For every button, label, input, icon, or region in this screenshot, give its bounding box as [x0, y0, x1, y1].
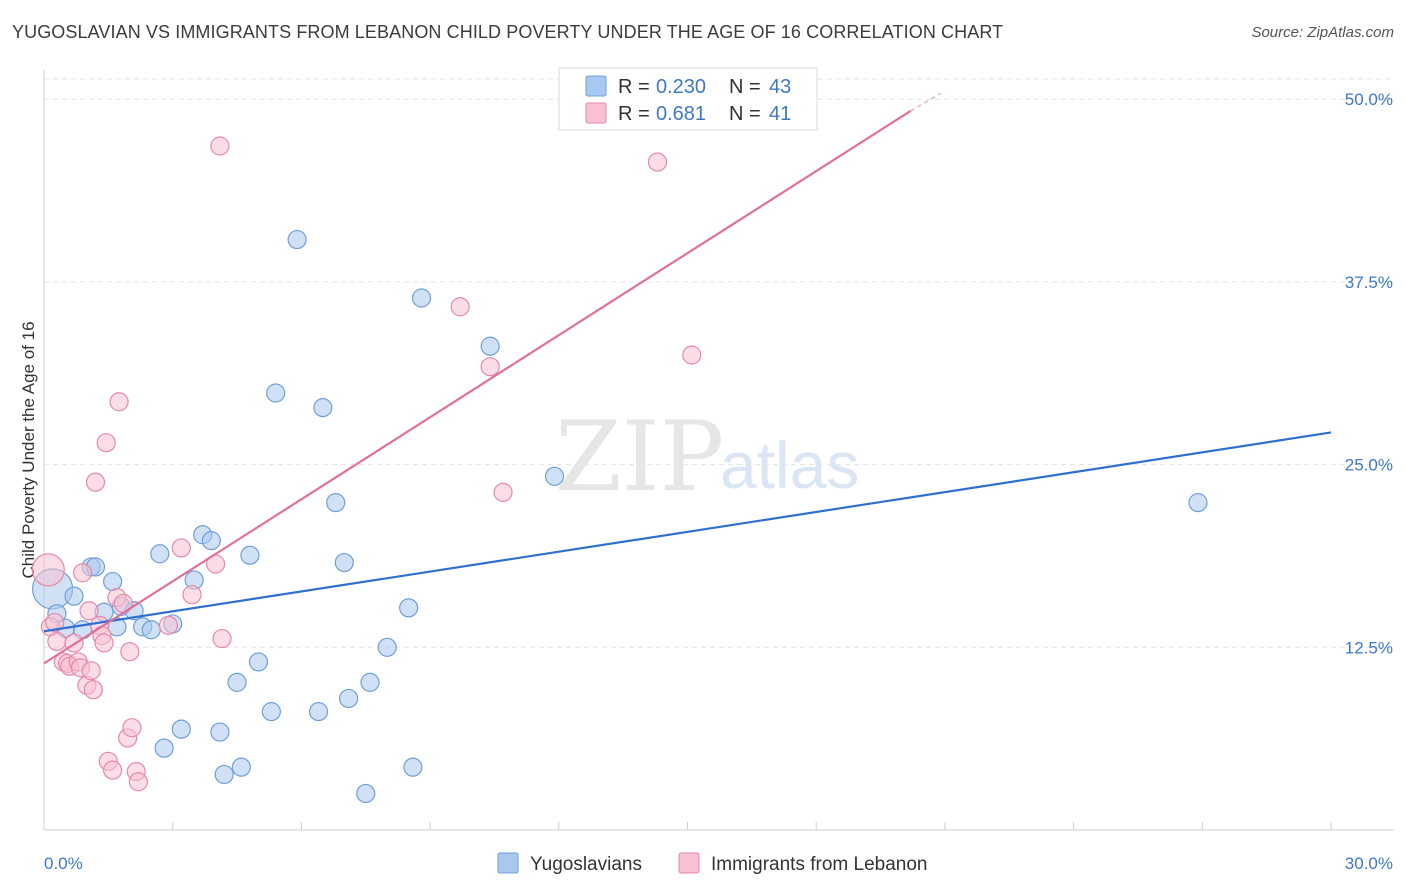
yugoslavian-point	[261, 702, 281, 722]
lebanon-point	[81, 661, 101, 681]
lebanon-point	[210, 136, 230, 156]
lebanon-point	[85, 472, 106, 492]
yugoslavian-point	[240, 545, 260, 565]
watermark-atlas: atlas	[720, 428, 859, 502]
yugoslavian-point	[308, 702, 329, 722]
y-tick-labels: 12.5% 25.0% 37.5% 50.0%	[1345, 90, 1393, 657]
legend-r-value: 0.230	[656, 76, 706, 98]
lebanon-point	[493, 482, 513, 502]
y-tick-label: 25.0%	[1345, 456, 1393, 475]
yugoslavian-point	[1188, 493, 1208, 513]
bottom-legend-swatch-yugoslavians	[497, 852, 519, 874]
legend-r-label: R =	[618, 103, 650, 125]
legend-box: R = 0.230 N = 43 R = 0.681 N = 41	[558, 67, 818, 131]
lebanon-point	[103, 760, 123, 780]
lebanon-point	[128, 772, 148, 792]
yugoslavian-point	[403, 757, 423, 777]
legend-n-label: N =	[729, 103, 761, 125]
watermark: ZIP atlas	[555, 401, 859, 513]
yugoslavian-point	[227, 672, 247, 692]
yugoslavian-point	[480, 336, 500, 356]
lebanon-point	[682, 345, 702, 365]
yugoslavian-point	[214, 764, 234, 785]
yugoslavian-point	[411, 288, 432, 308]
yugoslavian-point	[103, 571, 123, 592]
lebanon-point	[79, 601, 99, 621]
legend-swatch-yugoslavians	[585, 75, 607, 97]
lebanon-trend-line	[43, 109, 912, 665]
source-label: Source: ZipAtlas.com	[1251, 24, 1394, 41]
lebanon-point	[31, 553, 65, 587]
yugoslavian-point	[231, 757, 251, 777]
yugoslavian-point	[201, 531, 221, 551]
yugoslavian-point	[356, 783, 376, 804]
yugoslavian-point	[64, 586, 84, 606]
yugoslavian-point	[154, 738, 174, 758]
yugoslavian-point	[171, 719, 191, 739]
yugoslavian-point	[150, 544, 170, 564]
x-tick-label: 0.0%	[44, 854, 83, 873]
lebanon-point	[212, 628, 232, 649]
yugoslavian-point	[334, 552, 354, 573]
legend-n-value: 43	[769, 76, 791, 98]
lebanon-point	[450, 297, 470, 317]
x-tick-labels: 0.0% 30.0%	[44, 854, 1393, 873]
legend-r-value: 0.681	[656, 103, 706, 125]
lebanon-point	[73, 563, 93, 583]
y-tick-label: 50.0%	[1345, 90, 1393, 109]
data-points	[31, 136, 1208, 804]
yugoslavian-point	[360, 672, 380, 692]
lebanon-point	[83, 680, 103, 700]
y-axis-label: Child Poverty Under the Age of 16	[19, 321, 38, 578]
bottom-legend-label-lebanon: Immigrants from Lebanon	[711, 854, 928, 875]
lebanon-point	[480, 357, 500, 377]
yugoslavian-point	[544, 466, 565, 486]
yugoslavian-point	[266, 383, 286, 403]
bottom-legend: Yugoslavians Immigrants from Lebanon	[497, 852, 928, 875]
y-tick-label: 37.5%	[1345, 273, 1393, 292]
lebanon-point	[122, 718, 142, 738]
yugoslavian-point	[313, 398, 333, 418]
lebanon-point	[109, 392, 129, 412]
lebanon-point	[96, 433, 116, 453]
x-ticks	[43, 822, 1332, 830]
yugoslavian-point	[338, 688, 359, 709]
watermark-zip: ZIP	[555, 401, 724, 513]
lebanon-point	[47, 631, 67, 652]
lebanon-point	[120, 642, 140, 662]
yugoslavian-point	[326, 493, 346, 513]
legend-swatch-lebanon	[585, 102, 607, 124]
x-tick-label: 30.0%	[1345, 854, 1393, 873]
lebanon-trend-extension	[910, 92, 941, 112]
yugoslavian-trend-line	[43, 431, 1332, 633]
yugoslavian-point	[141, 620, 161, 640]
lebanon-point	[158, 615, 179, 635]
yugoslavian-point	[248, 652, 269, 672]
yugoslavian-point	[377, 637, 397, 657]
lebanon-point	[45, 612, 65, 633]
bottom-legend-label-yugoslavians: Yugoslavians	[530, 854, 642, 875]
legend-r-label: R =	[618, 76, 650, 98]
lebanon-point	[647, 152, 668, 172]
legend-n-label: N =	[729, 76, 761, 98]
lebanon-point	[94, 633, 114, 653]
axes	[43, 70, 1394, 831]
bottom-legend-swatch-lebanon	[678, 852, 700, 874]
y-tick-label: 12.5%	[1345, 638, 1393, 657]
legend-n-value: 41	[769, 103, 791, 125]
lebanon-point	[182, 585, 202, 605]
yugoslavian-point	[287, 229, 307, 250]
lebanon-point	[171, 538, 191, 558]
yugoslavian-point	[399, 598, 419, 618]
yugoslavian-point	[210, 722, 230, 742]
chart-title: YUGOSLAVIAN VS IMMIGRANTS FROM LEBANON C…	[12, 22, 1004, 42]
trend-lines	[43, 92, 1332, 665]
